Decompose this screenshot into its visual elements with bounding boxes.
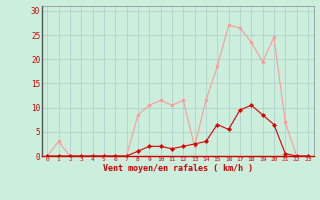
- X-axis label: Vent moyen/en rafales ( km/h ): Vent moyen/en rafales ( km/h ): [103, 164, 252, 173]
